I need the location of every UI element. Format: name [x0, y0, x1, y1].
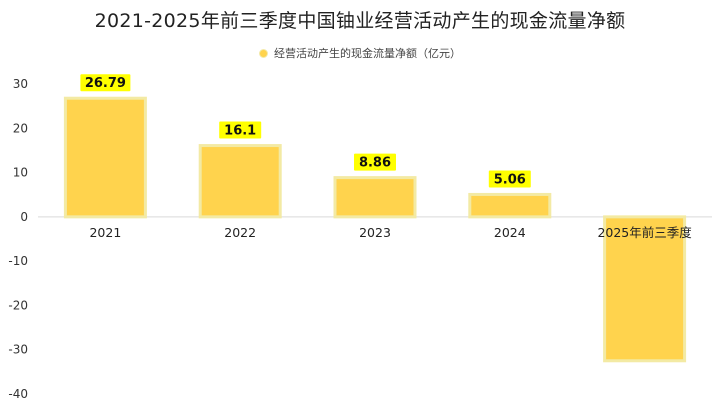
- x-tick-label: 2025年前三季度: [597, 225, 692, 240]
- legend: 经营活动产生的现金流量净额（亿元）: [0, 45, 720, 61]
- bar: [468, 192, 552, 219]
- data-label: 5.06: [494, 172, 526, 187]
- bar: [198, 144, 282, 219]
- y-tick-label: 20: [13, 121, 28, 135]
- y-tick-label: -40: [8, 387, 28, 401]
- data-label-bg: [488, 170, 531, 188]
- legend-swatch: [259, 48, 268, 58]
- x-tick-label: 2023: [359, 225, 391, 240]
- x-tick-label: 2024: [494, 225, 526, 240]
- data-label-bg: [354, 153, 396, 171]
- data-label: 16.1: [224, 124, 256, 139]
- data-label: 26.79: [85, 76, 126, 91]
- y-tick-label: 30: [13, 77, 28, 91]
- y-tick-label: -30: [8, 343, 28, 357]
- bar: [333, 176, 417, 219]
- x-tick-label: 2021: [89, 225, 121, 240]
- chart-title: 2021-2025年前三季度中国铀业经营活动产生的现金流量净额: [94, 10, 626, 32]
- legend-label: 经营活动产生的现金流量净额（亿元）: [274, 47, 461, 60]
- y-tick-label: -10: [8, 254, 28, 268]
- bar: [603, 215, 687, 363]
- data-label-bg: [219, 121, 262, 139]
- y-tick-label: 10: [13, 166, 28, 180]
- data-label: 8.86: [359, 156, 391, 171]
- y-tick-label: -20: [8, 298, 28, 312]
- bar: [63, 96, 147, 219]
- y-tick-label: 0: [20, 210, 28, 224]
- x-tick-label: 2022: [224, 225, 256, 240]
- data-label-bg: [80, 74, 131, 92]
